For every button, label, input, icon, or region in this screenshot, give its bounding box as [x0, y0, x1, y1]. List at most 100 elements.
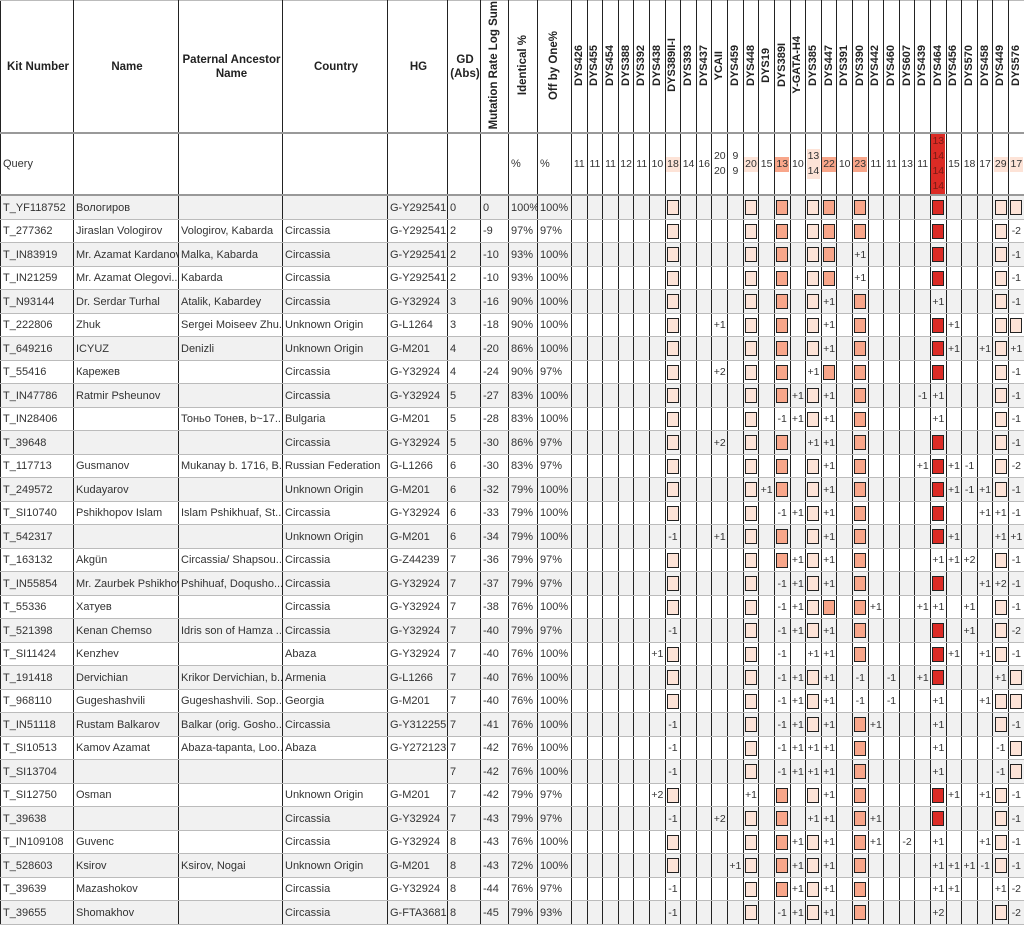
marker-header-dys390[interactable]: DYS390 [852, 1, 868, 134]
marker-header-dys439[interactable]: DYS439 [915, 1, 931, 134]
marker-header-ycaii[interactable]: YCAII [712, 1, 728, 134]
marker-header-dys455[interactable]: DYS455 [587, 1, 603, 134]
query-marker-value: 11 [604, 157, 617, 172]
marker-header-dys458[interactable]: DYS458 [977, 1, 993, 134]
marker-header-dys456[interactable]: DYS456 [946, 1, 962, 134]
cell-marker-dys437 [696, 266, 712, 290]
marker-header-dys576[interactable]: DYS576 [1009, 1, 1024, 134]
match-box [807, 224, 819, 239]
cell-identical: 100% [509, 195, 538, 219]
cell-marker-dys439 [915, 478, 931, 502]
cell-marker-dys393 [681, 290, 697, 314]
marker-header-dys607[interactable]: DYS607 [899, 1, 915, 134]
match-box [776, 835, 788, 850]
cell-marker-dys570 [962, 807, 978, 831]
marker-header-dys385[interactable]: DYS385 [806, 1, 822, 134]
marker-header-dys391[interactable]: DYS391 [837, 1, 853, 134]
marker-header-dys393[interactable]: DYS393 [681, 1, 697, 134]
cell-marker-dys459 [728, 337, 744, 361]
marker-header-dys464[interactable]: DYS464 [931, 1, 947, 134]
match-box [807, 247, 819, 262]
column-header-country[interactable]: Country [283, 1, 388, 134]
cell-marker-dys392 [634, 525, 650, 549]
cell-marker-dys392 [634, 454, 650, 478]
cell-marker-dys460 [884, 619, 900, 643]
marker-header-dys460[interactable]: DYS460 [884, 1, 900, 134]
cell-marker-dys390 [852, 807, 868, 831]
column-header-gd[interactable]: GD (Abs) [448, 1, 481, 134]
marker-header-dys449[interactable]: DYS449 [993, 1, 1009, 134]
cell-marker-dys389i: -1 [774, 619, 790, 643]
marker-header-dys437[interactable]: DYS437 [696, 1, 712, 134]
marker-header-dys389i[interactable]: DYS389I [774, 1, 790, 134]
cell-marker-dys393 [681, 501, 697, 525]
cell-offbyone: 100% [538, 760, 572, 784]
cell-identical: 79% [509, 783, 538, 807]
query-marker-dys392: 11 [634, 133, 650, 195]
marker-header-dys442[interactable]: DYS442 [868, 1, 884, 134]
marker-header-dys19[interactable]: DYS19 [759, 1, 775, 134]
marker-header-dys459[interactable]: DYS459 [728, 1, 744, 134]
column-header-name[interactable]: Name [74, 1, 179, 134]
column-header-mutation[interactable]: Mutation Rate Log Sum [481, 1, 509, 134]
marker-header-y-gata-h4[interactable]: Y-GATA-H4 [790, 1, 806, 134]
cell-marker-dys389i: -1 [774, 689, 790, 713]
column-header-identical[interactable]: Identical % [509, 1, 538, 134]
marker-header-dys438[interactable]: DYS438 [650, 1, 666, 134]
match-box [807, 294, 819, 309]
marker-header-dys389ii-i[interactable]: DYS389II-I [665, 1, 681, 134]
marker-header-dys447[interactable]: DYS447 [821, 1, 837, 134]
cell-marker-dys570 [962, 666, 978, 690]
cell-marker-dys454 [603, 478, 619, 502]
column-header-ancestor[interactable]: Paternal Ancestor Name [179, 1, 283, 134]
marker-header-dys570[interactable]: DYS570 [962, 1, 978, 134]
marker-header-dys392[interactable]: DYS392 [634, 1, 650, 134]
cell-marker-dys426 [572, 713, 588, 737]
cell-marker-dys576: -2 [1009, 877, 1024, 901]
marker-header-label: DYS456 [947, 45, 960, 86]
marker-header-dys388[interactable]: DYS388 [618, 1, 634, 134]
column-header-hg[interactable]: HG [388, 1, 448, 134]
marker-header-dys448[interactable]: DYS448 [743, 1, 759, 134]
column-header-offbyone[interactable]: Off by One% [538, 1, 572, 134]
marker-header-dys454[interactable]: DYS454 [603, 1, 619, 134]
cell-marker-dys438 [650, 290, 666, 314]
cell-marker-dys449 [993, 689, 1009, 713]
marker-delta: +1 [807, 813, 819, 825]
marker-header-dys426[interactable]: DYS426 [572, 1, 588, 134]
column-header-kit[interactable]: Kit Number [1, 1, 74, 134]
